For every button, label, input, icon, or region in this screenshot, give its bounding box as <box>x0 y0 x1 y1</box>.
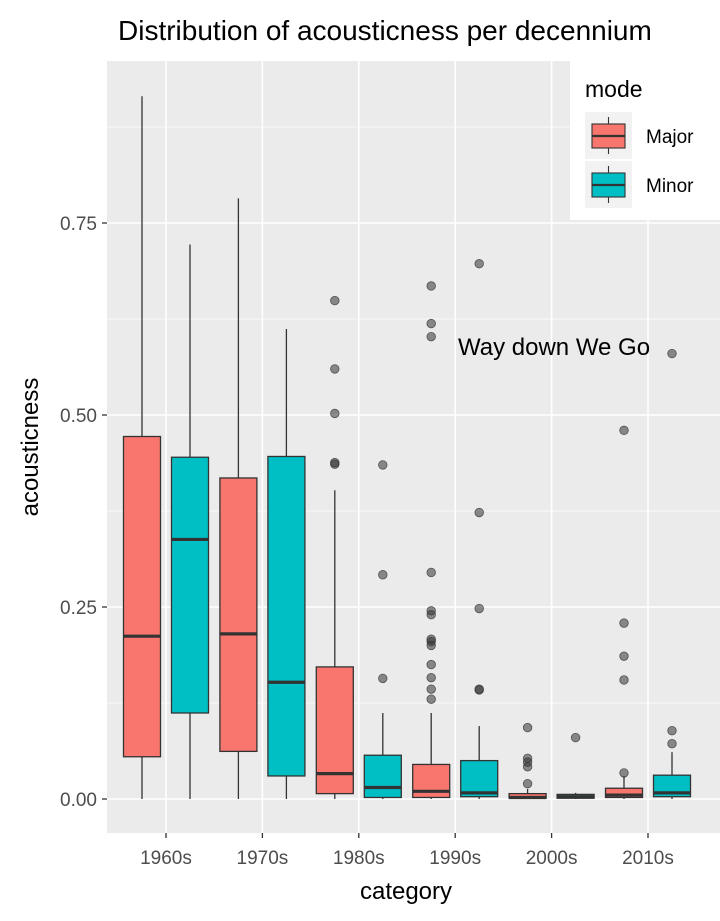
outlier-point <box>426 634 436 644</box>
box-body <box>122 435 162 758</box>
outlier-point <box>378 673 388 684</box>
y-axis: 0.00 0.25 0.50 0.75 <box>60 214 107 811</box>
outlier-point <box>522 753 533 763</box>
legend-title: mode <box>585 76 643 102</box>
box-body <box>460 759 499 798</box>
outlier-point <box>330 408 340 419</box>
x-axis: 1960s 1970s 1980s 1990s 2000s 2010s <box>140 833 674 869</box>
box-minor-1990s <box>460 726 499 799</box>
box-major-1960s <box>122 96 162 799</box>
outlier-point <box>474 684 484 694</box>
x-tick-label: 2010s <box>622 848 674 869</box>
outlier-point <box>474 603 484 614</box>
outlier-point <box>474 259 484 269</box>
outlier-layer <box>330 259 677 789</box>
y-tick-label: 0.25 <box>60 598 97 619</box>
outlier-point <box>667 348 677 359</box>
outlier-point <box>330 364 340 374</box>
x-tick-label: 1980s <box>333 848 385 869</box>
legend: mode Major Minor <box>570 61 720 220</box>
box-body <box>170 456 210 714</box>
outlier-point <box>426 684 436 694</box>
x-axis-title: category <box>360 878 452 905</box>
outlier-point <box>619 425 629 436</box>
x-tick-label: 1970s <box>237 848 289 869</box>
outlier-point <box>426 318 436 329</box>
annotation-way-down-we-go: Way down We Go <box>458 334 650 361</box>
outlier-point <box>378 570 388 580</box>
outlier-point <box>570 732 581 743</box>
x-tick-label: 1960s <box>140 848 192 869</box>
outlier-point <box>667 725 677 736</box>
box-major-1990s <box>412 712 451 799</box>
box-major-1970s <box>219 198 258 799</box>
x-tick-label: 2000s <box>526 848 578 869</box>
outlier-point <box>426 694 436 704</box>
legend-key-minor <box>585 161 632 208</box>
legend-key-major <box>585 112 632 159</box>
outlier-point <box>619 675 629 685</box>
outlier-point <box>426 281 436 291</box>
y-axis-title: acousticness <box>17 378 44 517</box>
outlier-point <box>619 618 629 628</box>
legend-label-minor: Minor <box>646 176 694 197</box>
outlier-point <box>667 739 677 749</box>
outlier-point <box>426 606 436 616</box>
outlier-point <box>426 567 436 578</box>
y-tick-label: 0.75 <box>60 214 97 235</box>
box-body <box>219 477 258 753</box>
box-minor-2010s <box>652 752 692 799</box>
box-major-2010s <box>604 775 644 799</box>
box-minor-1970s <box>267 328 306 799</box>
legend-label-major: Major <box>646 127 694 148</box>
box-body <box>604 787 644 799</box>
box-minor-2000s <box>556 792 595 799</box>
box-body <box>363 754 402 799</box>
outlier-point <box>378 460 388 470</box>
box-body <box>267 455 306 777</box>
outlier-point <box>426 331 436 342</box>
box-minor-1980s <box>363 712 402 799</box>
outlier-point <box>619 768 629 778</box>
y-tick-label: 0.00 <box>60 790 97 811</box>
outlier-point <box>522 778 533 789</box>
outlier-point <box>426 659 436 670</box>
outlier-point <box>330 457 340 468</box>
box-minor-1960s <box>170 244 210 799</box>
chart-title: Distribution of acousticness per decenni… <box>118 15 652 46</box>
outlier-point <box>522 722 533 733</box>
outlier-point <box>426 672 436 683</box>
box-major-2000s <box>508 789 547 800</box>
box-major-1980s <box>315 490 354 799</box>
x-tick-label: 1990s <box>429 848 481 869</box>
grid-lines <box>107 61 720 833</box>
y-tick-label: 0.50 <box>60 406 97 427</box>
outlier-point <box>330 295 340 306</box>
outlier-point <box>619 651 629 661</box>
outlier-point <box>474 507 484 518</box>
box-layer <box>122 96 692 800</box>
